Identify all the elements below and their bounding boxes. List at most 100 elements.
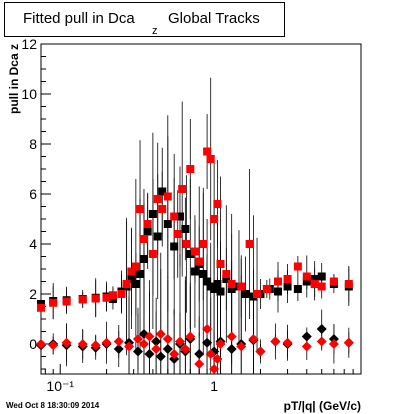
red-diamond-point [255, 346, 266, 357]
y-tick-label: 0 [29, 336, 37, 352]
red-square-point [127, 267, 136, 276]
black-diamond-point [226, 344, 237, 354]
red-square-point [37, 303, 45, 312]
red-square-point [206, 155, 215, 163]
red-square-point [153, 195, 162, 203]
red-square-point [199, 240, 208, 248]
black-diamond-point [316, 324, 327, 334]
y-axis-label: pull in Dca z [7, 44, 21, 114]
red-diamond-point [226, 331, 237, 342]
red-square-point [91, 294, 100, 303]
red-diamond-point [236, 341, 247, 352]
y-tick-label: 4 [29, 236, 37, 252]
red-square-point [173, 230, 182, 238]
black-square-point [148, 210, 157, 218]
plot-frame [40, 43, 362, 375]
black-diamond-point [151, 336, 162, 347]
red-diamond-point [132, 334, 143, 344]
black-square-point [186, 250, 195, 258]
red-diamond-point [77, 339, 88, 349]
black-square-point [153, 232, 162, 241]
y-tick-label: 6 [29, 186, 37, 202]
red-square-point [78, 295, 87, 304]
chart-title-suffix: Global Tracks [168, 10, 260, 27]
black-square-point [213, 280, 222, 288]
black-square-point [283, 282, 292, 291]
red-square-point [195, 257, 204, 266]
black-square-point [203, 277, 212, 286]
red-diamond-point [113, 336, 124, 347]
black-square-point [163, 220, 172, 228]
black-diamond-point [301, 331, 312, 342]
red-square-point [329, 277, 338, 286]
red-diamond-point [61, 337, 72, 348]
red-diamond-point [301, 341, 312, 352]
red-diamond-point [194, 359, 205, 369]
red-diamond-point [316, 336, 327, 347]
red-square-point [213, 200, 222, 208]
black-square-point [293, 285, 302, 293]
red-diamond-point [248, 334, 259, 344]
red-diamond-point [124, 341, 135, 352]
red-square-point [310, 280, 319, 288]
black-square-point [139, 255, 148, 263]
red-square-point [139, 235, 148, 243]
red-square-point [102, 293, 111, 302]
red-square-point [237, 282, 246, 291]
red-square-point [293, 262, 302, 271]
red-diamond-point [138, 339, 149, 349]
red-diamond-point [180, 344, 191, 354]
y-tick-label: 10 [21, 86, 37, 102]
red-square-point [317, 282, 326, 291]
black-square-point [127, 275, 136, 283]
red-square-point [62, 297, 71, 306]
red-square-point [186, 165, 195, 173]
black-square-point [310, 275, 319, 283]
black-square-point [143, 227, 152, 236]
red-diamond-point [212, 354, 223, 364]
chart-title: Fitted pull in Dca [23, 10, 135, 27]
black-square-point [175, 212, 184, 221]
red-diamond-point [169, 349, 180, 359]
black-square-point [227, 285, 236, 293]
black-square-point [190, 267, 199, 276]
y-tick-label: 12 [21, 36, 37, 52]
black-square-point [222, 275, 231, 283]
black-square-point [317, 272, 326, 281]
black-square-point [199, 270, 208, 278]
black-square-point [274, 287, 283, 296]
red-square-point [216, 260, 225, 268]
red-square-point [143, 220, 152, 228]
x-tick-label: 1 [210, 378, 218, 394]
red-square-point [122, 280, 131, 288]
black-diamond-point [162, 344, 173, 354]
red-diamond-point [90, 340, 101, 351]
red-diamond-point [215, 339, 226, 349]
black-square-point [181, 225, 190, 233]
black-diamond-point [194, 349, 205, 359]
red-square-point [170, 212, 179, 221]
black-diamond-point [202, 337, 213, 348]
y-tick-label: 2 [29, 286, 37, 302]
red-square-point [344, 280, 353, 288]
red-square-point [203, 147, 212, 156]
x-tick-label: 10⁻¹ [46, 378, 74, 394]
black-square-point [170, 242, 179, 251]
red-diamond-point [174, 336, 185, 347]
black-square-point [131, 280, 140, 288]
black-square-point [158, 187, 167, 196]
red-diamond-point [209, 364, 220, 374]
red-diamond-point [185, 331, 196, 342]
chart-title-subscript: z [152, 25, 158, 37]
red-diamond-point [270, 336, 281, 347]
red-diamond-point [101, 337, 112, 348]
red-diamond-point [328, 339, 339, 349]
red-square-point [178, 185, 187, 193]
red-square-point [136, 205, 145, 213]
black-square-point [136, 270, 145, 278]
red-square-point [131, 262, 140, 271]
red-diamond-point [36, 339, 46, 349]
red-diamond-point [343, 337, 354, 348]
red-square-point [253, 290, 262, 298]
